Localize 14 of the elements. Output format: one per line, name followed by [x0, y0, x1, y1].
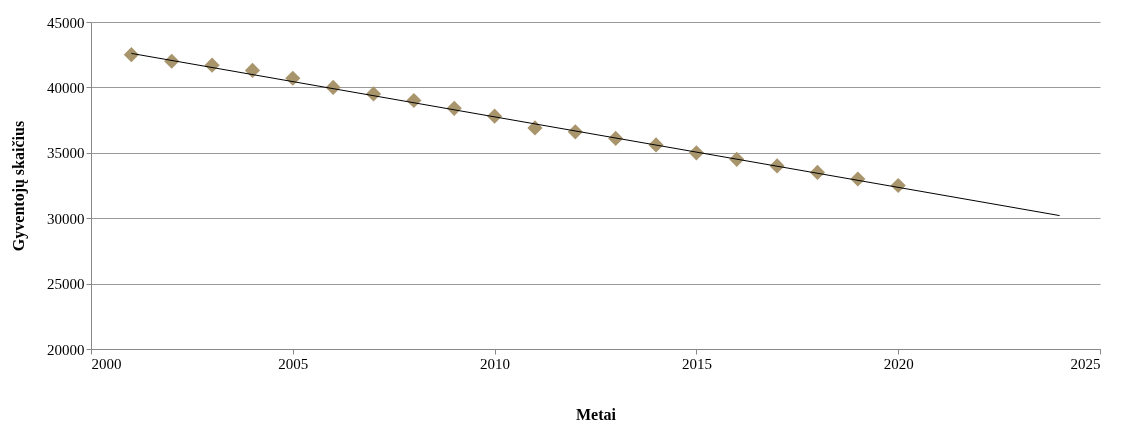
y-axis-title: Gyventojų skaičius	[10, 120, 28, 252]
x-axis-title: Metai	[576, 405, 617, 423]
y-tick-label: 30000	[47, 210, 85, 227]
x-tick-label: 2025	[1070, 355, 1101, 372]
y-tick-label: 35000	[47, 145, 85, 162]
x-tick-label: 2000	[91, 355, 122, 372]
x-tick-label: 2020	[883, 355, 914, 372]
x-tick-label: 2010	[480, 355, 511, 372]
y-tick-label: 45000	[47, 14, 85, 31]
y-tick-label: 40000	[47, 79, 85, 96]
y-tick-label: 20000	[47, 341, 85, 358]
x-tick-label: 2005	[278, 355, 309, 372]
y-tick-label: 25000	[47, 276, 85, 293]
x-tick-label: 2015	[681, 355, 712, 372]
